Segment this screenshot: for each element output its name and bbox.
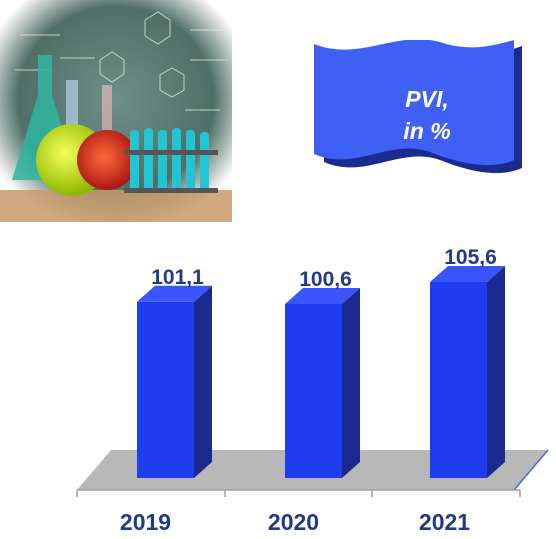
value-label-2021: 105,6 <box>444 246 497 269</box>
value-label-2020: 100,6 <box>299 268 352 291</box>
chart-title-line-2: in % <box>403 118 451 144</box>
floor-edge <box>513 449 549 491</box>
category-label-2021: 2021 <box>419 509 470 535</box>
chemistry-flasks-photo <box>0 0 232 222</box>
chart-title-line-1: PVI, <box>405 86 449 112</box>
bar-top <box>137 285 212 302</box>
bar-top <box>430 266 505 282</box>
title-banner <box>314 40 522 174</box>
bar-side <box>487 266 505 478</box>
bar-2021 <box>430 266 505 478</box>
bar-front <box>137 301 194 478</box>
bar-front <box>430 282 487 478</box>
bar-side <box>194 285 212 478</box>
bar-2019 <box>137 285 212 478</box>
bar-top <box>285 288 360 304</box>
bar-side <box>342 288 360 478</box>
category-label-2020: 2020 <box>268 509 319 535</box>
bar-front <box>285 304 342 478</box>
value-label-2019: 101,1 <box>151 266 204 289</box>
bar-2020 <box>285 288 360 478</box>
category-label-2019: 2019 <box>120 509 171 535</box>
